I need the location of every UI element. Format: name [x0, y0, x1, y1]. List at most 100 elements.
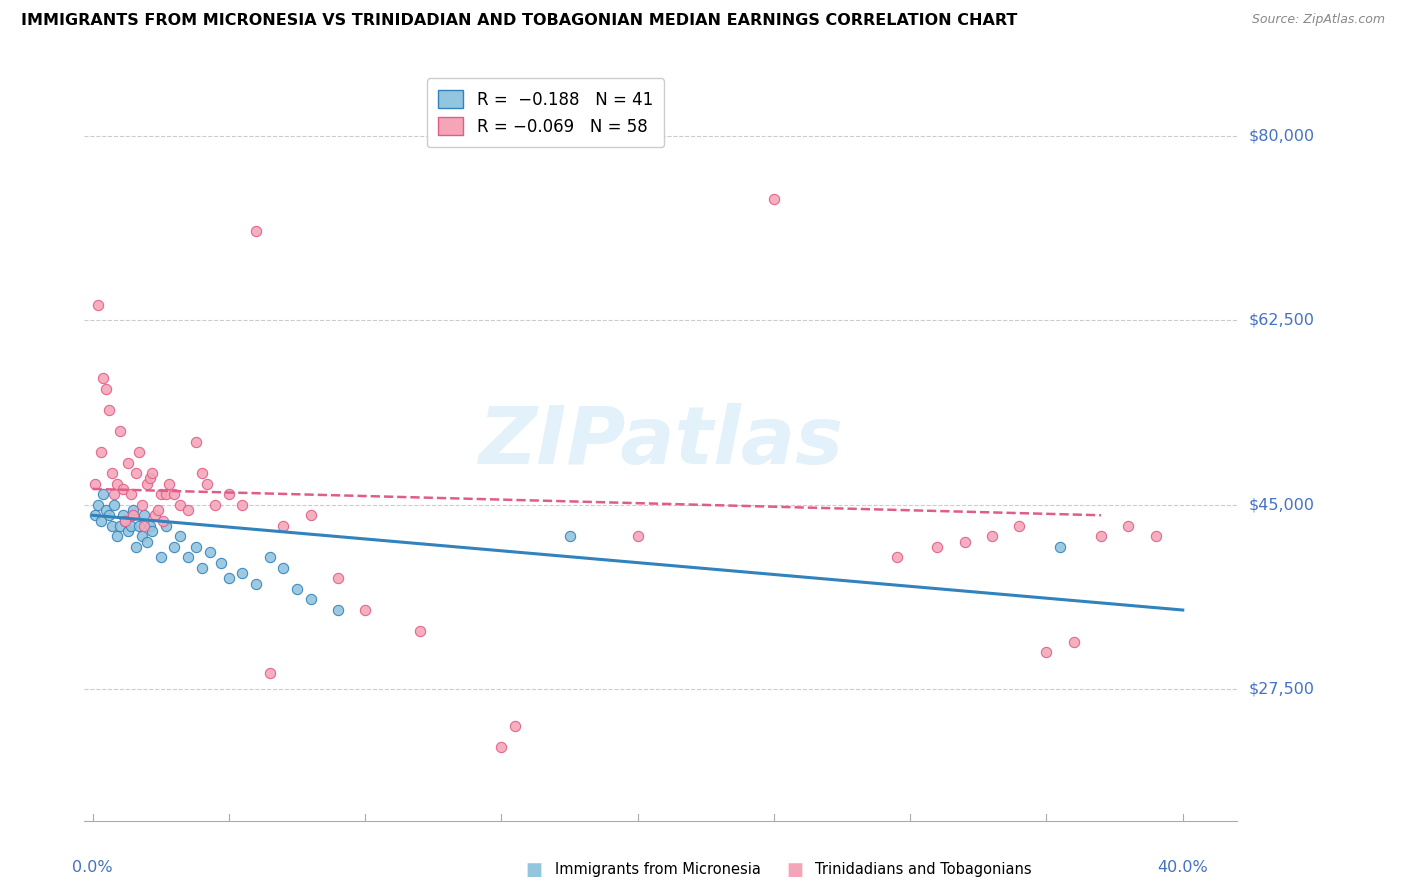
Point [285, 582, 308, 596]
Point [143, 508, 166, 523]
Point [134, 508, 156, 523]
Point [141, 524, 163, 538]
Text: Trinidadians and Tobagonians: Trinidadians and Tobagonians [815, 863, 1032, 877]
Point [184, 540, 207, 554]
Point [90, 514, 112, 528]
Point [981, 529, 1004, 543]
Text: $80,000: $80,000 [1249, 128, 1315, 144]
Point [114, 514, 136, 528]
Point [120, 487, 142, 501]
Point [131, 529, 153, 543]
Point [259, 550, 281, 565]
Point [125, 466, 148, 480]
Point [326, 571, 349, 585]
Point [128, 445, 150, 459]
Point [141, 466, 163, 480]
Text: Source: ZipAtlas.com: Source: ZipAtlas.com [1251, 13, 1385, 27]
Point [491, 739, 513, 754]
Point [1008, 518, 1031, 533]
Point [218, 487, 240, 501]
Point [184, 434, 207, 449]
Point [105, 529, 128, 543]
Point [149, 487, 172, 501]
Text: Immigrants from Micronesia: Immigrants from Micronesia [555, 863, 761, 877]
Point [1049, 540, 1071, 554]
Point [627, 529, 650, 543]
Point [90, 445, 112, 459]
Point [163, 540, 186, 554]
Point [139, 518, 162, 533]
Point [209, 556, 232, 570]
Point [1063, 634, 1085, 648]
Point [299, 508, 322, 523]
Point [100, 466, 122, 480]
Point [169, 529, 191, 543]
Point [231, 566, 253, 581]
Text: 0.0%: 0.0% [72, 860, 112, 874]
Point [96, 503, 118, 517]
Point [1090, 529, 1112, 543]
Point [273, 561, 295, 575]
Point [1144, 529, 1167, 543]
Point [122, 503, 145, 517]
Point [886, 550, 908, 565]
Point [136, 534, 159, 549]
Point [177, 503, 200, 517]
Point [103, 498, 125, 512]
Point [108, 424, 131, 438]
Point [326, 603, 349, 617]
Point [927, 540, 949, 554]
Point [163, 487, 186, 501]
Point [146, 503, 169, 517]
Point [299, 592, 322, 607]
Point [139, 471, 162, 485]
Point [111, 508, 134, 523]
Point [157, 476, 180, 491]
Point [953, 534, 976, 549]
Point [117, 456, 139, 470]
Point [84, 476, 107, 491]
Point [128, 518, 150, 533]
Point [84, 508, 107, 523]
Point [136, 476, 159, 491]
Point [87, 498, 110, 512]
Point [149, 550, 172, 565]
Point [131, 498, 153, 512]
Point [96, 382, 118, 396]
Point [105, 476, 128, 491]
Point [190, 561, 212, 575]
Point [558, 529, 581, 543]
Point [259, 666, 281, 681]
Point [503, 719, 526, 733]
Point [152, 514, 174, 528]
Point [198, 545, 221, 559]
Text: $45,000: $45,000 [1249, 497, 1315, 512]
Point [122, 508, 145, 523]
Point [231, 498, 253, 512]
Point [218, 571, 240, 585]
Text: $62,500: $62,500 [1249, 313, 1315, 328]
Point [103, 487, 125, 501]
Point [354, 603, 377, 617]
Text: ■: ■ [526, 861, 543, 879]
Point [273, 518, 295, 533]
Text: ■: ■ [786, 861, 803, 879]
Text: $27,500: $27,500 [1249, 681, 1315, 697]
Point [1116, 518, 1139, 533]
Text: 40.0%: 40.0% [1157, 860, 1208, 874]
Point [169, 498, 191, 512]
Point [155, 487, 177, 501]
Point [100, 518, 122, 533]
Point [87, 298, 110, 312]
Point [204, 498, 226, 512]
Legend: R =  −0.188   N = 41, R = −0.069   N = 58: R = −0.188 N = 41, R = −0.069 N = 58 [426, 78, 665, 147]
Point [108, 518, 131, 533]
Point [125, 540, 148, 554]
Point [93, 371, 115, 385]
Point [97, 508, 120, 523]
Point [114, 514, 136, 528]
Text: ZIPatlas: ZIPatlas [478, 402, 844, 481]
Text: IMMIGRANTS FROM MICRONESIA VS TRINIDADIAN AND TOBAGONIAN MEDIAN EARNINGS CORRELA: IMMIGRANTS FROM MICRONESIA VS TRINIDADIA… [21, 13, 1018, 29]
Point [245, 224, 267, 238]
Point [245, 576, 267, 591]
